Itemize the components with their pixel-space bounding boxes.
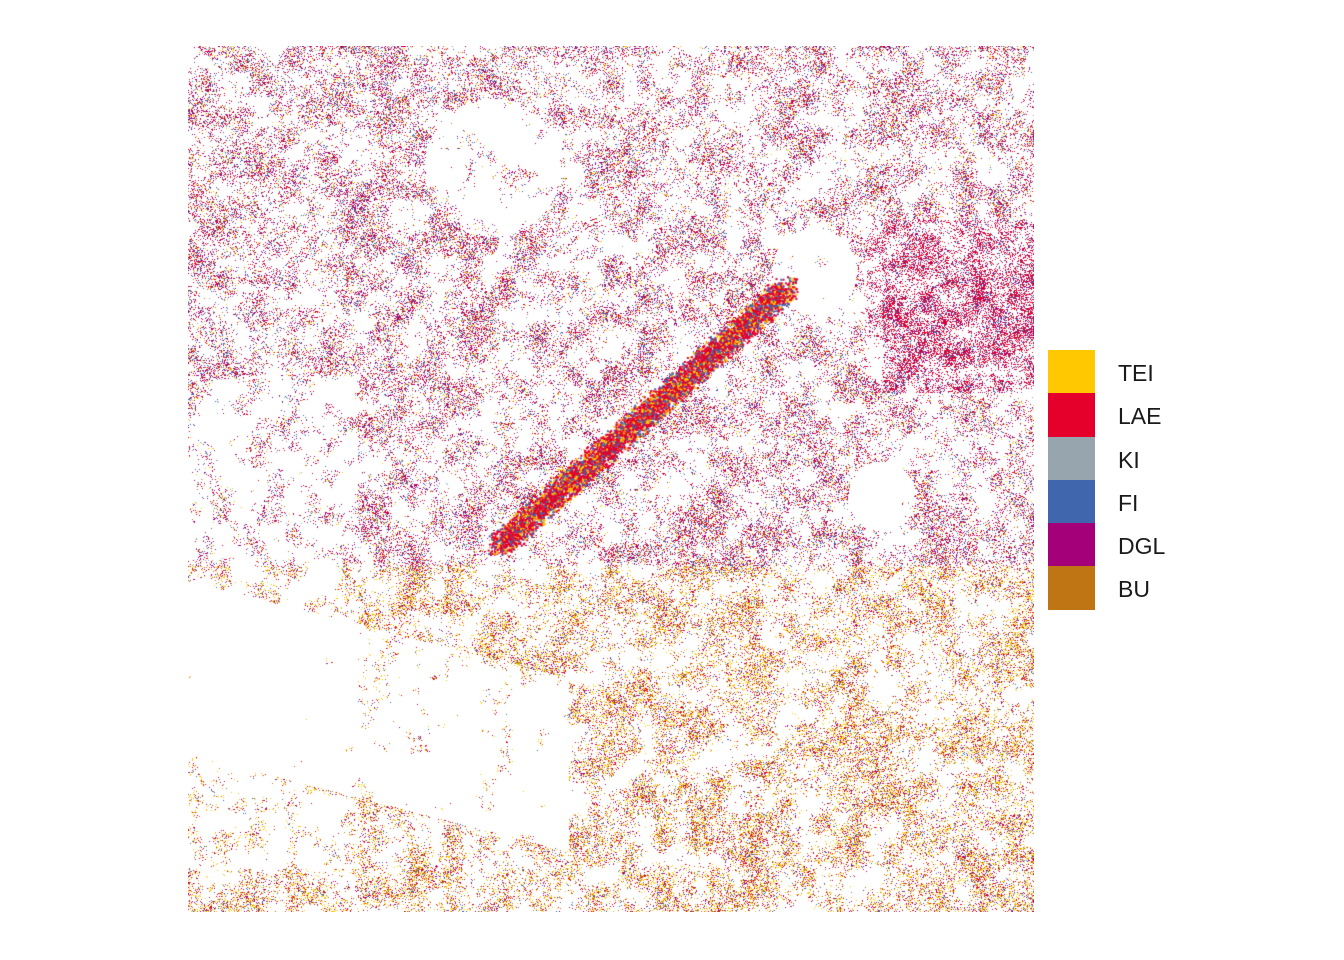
legend-label-lae: LAE [1118, 403, 1162, 430]
legend-label-bu: BU [1118, 576, 1150, 603]
legend-label-fi: FI [1118, 489, 1139, 516]
land-cover-raster [188, 46, 1034, 912]
legend-label-dgl: DGL [1118, 533, 1166, 560]
legend-item-dgl: DGL [1048, 523, 1248, 567]
legend: TEI LAE KI FI DGL BU [1048, 350, 1248, 610]
legend-item-fi: FI [1048, 479, 1248, 524]
legend-swatch-tei [1048, 350, 1095, 394]
legend-item-bu: BU [1048, 566, 1248, 610]
map-panel [188, 46, 1034, 912]
legend-label-ki: KI [1118, 446, 1140, 473]
legend-swatch-fi [1048, 479, 1095, 524]
legend-swatch-lae [1048, 393, 1095, 437]
legend-swatch-dgl [1048, 523, 1095, 567]
legend-swatch-ki [1048, 436, 1095, 480]
legend-item-lae: LAE [1048, 393, 1248, 437]
legend-swatch-bu [1048, 566, 1095, 610]
legend-item-tei: TEI [1048, 350, 1248, 394]
legend-label-tei: TEI [1118, 360, 1154, 386]
legend-item-ki: KI [1048, 436, 1248, 480]
